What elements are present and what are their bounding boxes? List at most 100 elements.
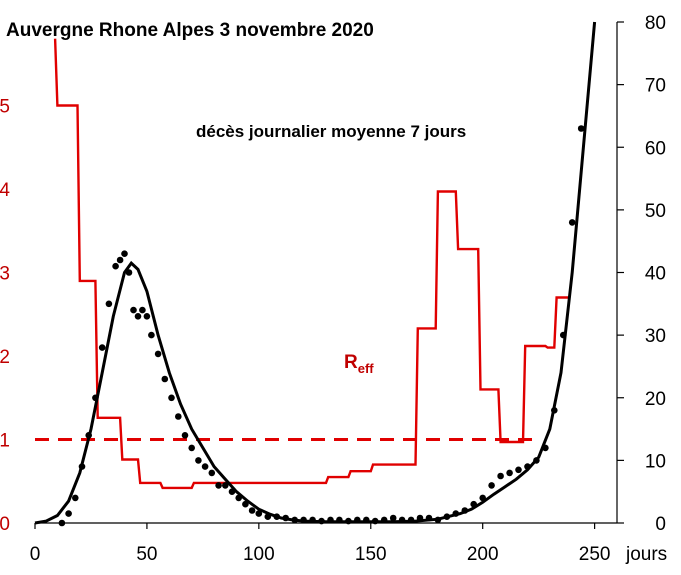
- scatter-point: [515, 466, 522, 474]
- scatter-point: [336, 516, 343, 524]
- scatter-point: [65, 510, 72, 517]
- scatter-point: [175, 413, 182, 420]
- right-tick-label: 10: [645, 451, 666, 472]
- scatter-point: [300, 516, 307, 524]
- scatter-point: [273, 513, 281, 520]
- scatter-point: [407, 516, 415, 524]
- x-tick-label: 250: [579, 544, 611, 565]
- left-tick-labels: 0 1 2 3 4 5: [0, 97, 10, 536]
- scatter-point: [577, 125, 585, 132]
- right-tick-label: 40: [645, 264, 666, 285]
- left-tick-label: 2: [0, 347, 10, 368]
- scatter-point: [242, 500, 249, 508]
- scatter-point: [143, 313, 151, 320]
- scatter-point: [112, 262, 119, 270]
- scatter-point: [105, 300, 113, 308]
- scatter-point: [215, 482, 222, 489]
- reff-label: Reff: [344, 352, 374, 376]
- scatter-point: [125, 269, 133, 276]
- left-tick-label: 5: [0, 97, 10, 118]
- x-tick-label: 100: [243, 544, 275, 565]
- scatter-point: [248, 507, 256, 514]
- scatter-point: [470, 500, 478, 508]
- scatter-point: [380, 516, 388, 524]
- left-tick-label: 3: [0, 264, 10, 285]
- series-reff-step: [53, 38, 570, 490]
- scatter-point: [134, 313, 142, 320]
- scatter-point: [416, 514, 424, 522]
- scatter-point: [98, 344, 106, 351]
- scatter-point: [195, 457, 202, 464]
- scatter-point: [58, 519, 66, 527]
- reff-label-sub: eff: [358, 361, 375, 376]
- scatter-point: [255, 510, 263, 517]
- x-tick-label: 150: [355, 544, 387, 565]
- scatter-point: [479, 494, 487, 502]
- x-tick-label: 50: [136, 544, 157, 565]
- right-tick-label: 70: [645, 76, 666, 97]
- scatter-point: [452, 510, 460, 517]
- scatter-point: [291, 516, 299, 524]
- left-tick-label: 1: [0, 431, 10, 452]
- x-tick-labels: 0 50 100 150 200 250: [30, 523, 611, 565]
- scatter-point: [188, 444, 195, 452]
- scatter-point: [208, 469, 216, 477]
- scatter-point: [78, 463, 86, 470]
- scatter-point: [443, 513, 451, 520]
- scatter-point: [264, 513, 272, 520]
- scatter-point: [148, 331, 155, 339]
- right-tick-label: 50: [645, 201, 666, 222]
- scatter-point: [461, 507, 469, 514]
- scatter-point: [309, 516, 316, 524]
- scatter-point: [568, 219, 576, 226]
- reff-label-main: R: [344, 352, 358, 373]
- right-tick-label: 60: [645, 138, 666, 159]
- scatter-point: [85, 432, 92, 439]
- scatter-point: [327, 516, 334, 524]
- scatter-point: [92, 394, 99, 402]
- scatter-point: [560, 331, 567, 339]
- right-tick-label: 80: [645, 13, 666, 34]
- scatter-point: [542, 444, 549, 452]
- scatter-point: [371, 517, 379, 525]
- scatter-point: [389, 514, 397, 522]
- right-tick-labels: 0 10 20 30 40 50 60 70 80: [617, 13, 666, 535]
- scatter-point: [161, 375, 169, 383]
- right-tick-label: 0: [655, 514, 666, 535]
- series-deaths-fit-line: [34, 21, 597, 525]
- x-axis-label: jours: [625, 544, 667, 565]
- left-tick-label: 4: [0, 180, 10, 201]
- right-tick-label: 30: [645, 326, 666, 347]
- scatter-point: [506, 469, 513, 477]
- scatter-point: [282, 514, 290, 522]
- scatter-point: [130, 306, 137, 314]
- scatter-point: [228, 488, 236, 496]
- x-tick-label: 200: [467, 544, 499, 565]
- scatter-point: [168, 394, 175, 402]
- series-deaths-scatter: [58, 125, 585, 527]
- scatter-point: [318, 517, 325, 525]
- scatter-point: [345, 517, 352, 525]
- scatter-point: [551, 407, 558, 414]
- scatter-point: [497, 472, 504, 480]
- scatter-point: [72, 494, 79, 502]
- scatter-point: [181, 432, 189, 439]
- scatter-point: [201, 463, 209, 470]
- scatter-point: [354, 516, 361, 524]
- scatter-point: [222, 482, 229, 489]
- scatter-point: [398, 516, 406, 524]
- scatter-point: [116, 256, 124, 264]
- left-tick-label: 0: [0, 514, 10, 535]
- scatter-point: [121, 250, 128, 257]
- scatter-point: [425, 514, 433, 522]
- chart-annotation: décès journalier moyenne 7 jours: [196, 122, 466, 141]
- scatter-point: [533, 457, 540, 464]
- scatter-point: [488, 482, 495, 489]
- scatter-point: [434, 516, 442, 524]
- scatter-point: [154, 350, 162, 358]
- scatter-point: [235, 494, 242, 502]
- right-tick-label: 20: [645, 389, 666, 410]
- scatter-point: [524, 463, 531, 470]
- scatter-point: [139, 306, 146, 314]
